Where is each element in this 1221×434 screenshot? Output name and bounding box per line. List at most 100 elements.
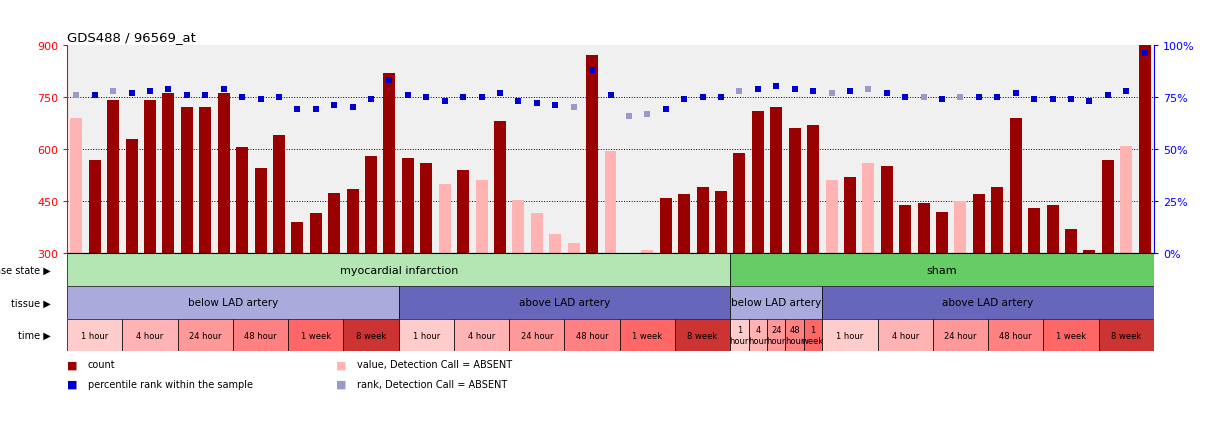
FancyBboxPatch shape	[675, 319, 730, 352]
Text: sham: sham	[927, 265, 957, 275]
Text: 24 hour: 24 hour	[189, 331, 221, 340]
FancyBboxPatch shape	[767, 319, 785, 352]
Bar	[126, 139, 138, 254]
Text: 24 hour: 24 hour	[944, 331, 977, 340]
Text: value, Detection Call = ABSENT: value, Detection Call = ABSENT	[357, 360, 512, 369]
Text: 24 hour: 24 hour	[520, 331, 553, 340]
Bar	[973, 195, 985, 254]
Text: 48
hour: 48 hour	[785, 326, 805, 345]
Bar	[918, 204, 929, 254]
Bar	[310, 214, 322, 254]
Bar	[568, 243, 580, 254]
Text: 1 hour: 1 hour	[413, 331, 440, 340]
Text: 48 hour: 48 hour	[576, 331, 608, 340]
FancyBboxPatch shape	[878, 319, 933, 352]
FancyBboxPatch shape	[454, 319, 509, 352]
FancyBboxPatch shape	[730, 286, 822, 319]
FancyBboxPatch shape	[933, 319, 988, 352]
Text: 4 hour: 4 hour	[891, 331, 919, 340]
Text: GDS488 / 96569_at: GDS488 / 96569_at	[67, 31, 197, 44]
Text: 1
hour: 1 hour	[730, 326, 750, 345]
Bar	[789, 129, 801, 254]
FancyBboxPatch shape	[564, 319, 620, 352]
Bar	[641, 250, 653, 254]
Text: percentile rank within the sample: percentile rank within the sample	[88, 379, 253, 389]
Text: ■: ■	[67, 360, 78, 369]
Bar	[71, 118, 82, 254]
Bar	[328, 193, 341, 254]
FancyBboxPatch shape	[730, 319, 748, 352]
Bar	[292, 223, 303, 254]
Bar	[697, 188, 708, 254]
Text: above LAD artery: above LAD artery	[943, 298, 1034, 308]
Text: ■: ■	[336, 360, 347, 369]
Bar	[1139, 18, 1150, 254]
Bar	[420, 164, 432, 254]
Bar	[438, 184, 451, 254]
FancyBboxPatch shape	[1099, 319, 1154, 352]
Bar	[899, 205, 911, 254]
FancyBboxPatch shape	[1043, 319, 1099, 352]
Bar	[254, 169, 266, 254]
FancyBboxPatch shape	[509, 319, 564, 352]
Bar	[402, 158, 414, 254]
Bar	[199, 108, 211, 254]
FancyBboxPatch shape	[730, 254, 1154, 286]
Text: 1 week: 1 week	[1056, 331, 1085, 340]
Bar	[531, 214, 543, 254]
Bar	[604, 151, 617, 254]
FancyBboxPatch shape	[343, 319, 399, 352]
Text: myocardial infarction: myocardial infarction	[339, 265, 458, 275]
Text: tissue ▶: tissue ▶	[11, 298, 51, 308]
Bar	[107, 101, 120, 254]
Bar	[144, 101, 156, 254]
Text: above LAD artery: above LAD artery	[519, 298, 610, 308]
Text: time ▶: time ▶	[18, 330, 51, 340]
Bar	[549, 235, 562, 254]
Bar	[752, 112, 764, 254]
FancyBboxPatch shape	[233, 319, 288, 352]
Text: below LAD artery: below LAD artery	[188, 298, 278, 308]
Bar	[457, 171, 469, 254]
FancyBboxPatch shape	[822, 286, 1154, 319]
Bar	[734, 153, 745, 254]
FancyBboxPatch shape	[988, 319, 1043, 352]
Bar	[347, 190, 359, 254]
Text: below LAD artery: below LAD artery	[731, 298, 822, 308]
Text: 4 hour: 4 hour	[468, 331, 496, 340]
Bar	[1028, 209, 1040, 254]
FancyBboxPatch shape	[748, 319, 767, 352]
FancyBboxPatch shape	[67, 254, 730, 286]
FancyBboxPatch shape	[67, 319, 122, 352]
Bar	[844, 178, 856, 254]
Bar	[1101, 160, 1114, 254]
Text: 1
week: 1 week	[802, 326, 824, 345]
Bar	[495, 122, 505, 254]
Bar	[217, 94, 230, 254]
FancyBboxPatch shape	[803, 319, 822, 352]
Text: 24
hour: 24 hour	[767, 326, 786, 345]
Text: 8 week: 8 week	[1111, 331, 1142, 340]
Bar	[991, 188, 1004, 254]
Text: 4 hour: 4 hour	[137, 331, 164, 340]
FancyBboxPatch shape	[620, 319, 675, 352]
Bar	[162, 94, 175, 254]
Bar	[1046, 205, 1059, 254]
Bar	[825, 181, 838, 254]
Bar	[807, 125, 819, 254]
Bar	[659, 198, 672, 254]
Text: 8 week: 8 week	[357, 331, 386, 340]
Bar	[89, 160, 101, 254]
Bar	[1120, 146, 1132, 254]
Text: ■: ■	[336, 379, 347, 389]
Bar	[1083, 250, 1095, 254]
Text: 4
hour: 4 hour	[748, 326, 768, 345]
FancyBboxPatch shape	[785, 319, 803, 352]
Bar	[274, 136, 284, 254]
Bar	[716, 191, 726, 254]
Bar	[770, 108, 783, 254]
Text: 48 hour: 48 hour	[244, 331, 277, 340]
Text: 48 hour: 48 hour	[1000, 331, 1032, 340]
Bar	[383, 73, 396, 254]
FancyBboxPatch shape	[822, 319, 878, 352]
